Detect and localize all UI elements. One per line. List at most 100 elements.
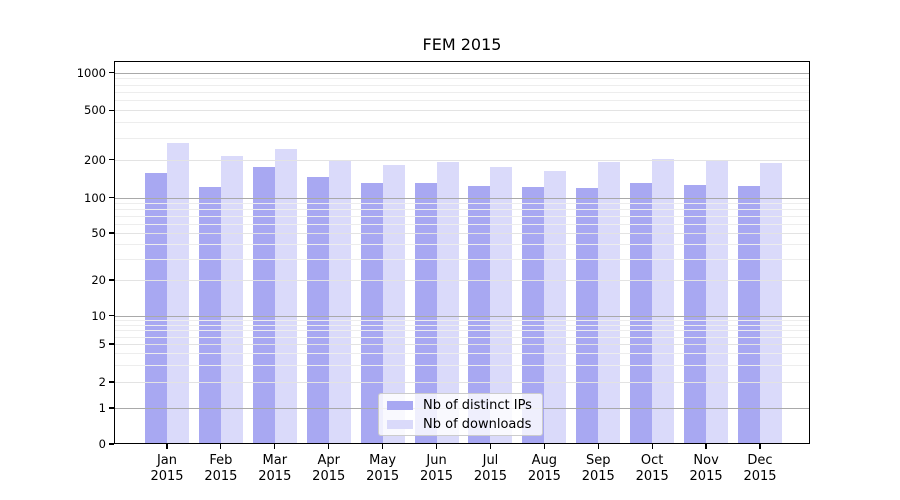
minor-gridline <box>114 137 810 139</box>
x-tick-label-jun: Jun 2015 <box>419 453 454 484</box>
bar-may-nb-of-downloads <box>382 164 405 444</box>
bar-may-nb-of-distinct-ips <box>360 182 383 444</box>
minor-gridline <box>114 382 810 383</box>
x-tick-label-nov: Nov 2015 <box>689 453 723 484</box>
minor-gridline <box>114 215 810 217</box>
major-gridline <box>114 72 810 74</box>
minor-gridline <box>114 208 810 210</box>
y-tick-mark-50 <box>109 232 114 234</box>
y-tick-label-0: 0 <box>98 437 106 451</box>
x-tick-mark-oct <box>651 444 653 449</box>
minor-gridline <box>114 91 810 93</box>
minor-gridline <box>114 202 810 204</box>
bar-oct-nb-of-downloads <box>652 159 675 444</box>
x-tick-label-aug: Aug 2015 <box>527 453 561 484</box>
minor-gridline <box>114 353 810 355</box>
chart-title: FEM 2015 <box>422 35 502 54</box>
y-tick-mark-2 <box>109 381 114 383</box>
legend-label-distinct-ips: Nb of distinct IPs <box>423 397 532 413</box>
y-tick-mark-1000 <box>109 71 114 74</box>
minor-gridline <box>114 365 810 367</box>
x-tick-mark-jun <box>435 444 438 449</box>
x-tick-label-sep: Sep 2015 <box>581 453 615 484</box>
x-tick-mark-feb <box>220 444 222 449</box>
y-tick-mark-200 <box>109 159 114 161</box>
y-tick-mark-0 <box>109 443 114 445</box>
y-tick-mark-1 <box>109 407 114 409</box>
bar-jul-nb-of-distinct-ips <box>468 185 491 444</box>
bar-sep-nb-of-downloads <box>598 161 621 444</box>
bar-dec-nb-of-distinct-ips <box>738 185 760 444</box>
minor-gridline <box>114 233 810 235</box>
x-tick-mark-mar <box>274 444 276 449</box>
y-tick-label-20: 20 <box>91 272 106 287</box>
y-tick-label-1: 1 <box>98 401 106 415</box>
legend-item-distinct-ips: Nb of distinct IPs <box>387 398 534 413</box>
bar-apr-nb-of-distinct-ips <box>306 176 329 444</box>
bar-jun-nb-of-downloads <box>436 161 459 444</box>
bar-dec-nb-of-downloads <box>760 162 782 444</box>
bar-mar-nb-of-downloads <box>274 148 297 444</box>
bar-nov-nb-of-distinct-ips <box>684 184 707 444</box>
x-tick-mark-may <box>382 444 384 449</box>
major-gridline <box>114 315 810 317</box>
x-tick-mark-sep <box>597 444 599 449</box>
bar-jun-nb-of-distinct-ips <box>414 182 437 444</box>
y-tick-label-10: 10 <box>91 308 106 323</box>
y-tick-mark-20 <box>109 279 114 281</box>
legend: Nb of distinct IPs Nb of downloads <box>378 393 543 436</box>
x-tick-label-oct: Oct 2015 <box>635 453 669 484</box>
bar-jan-nb-of-distinct-ips <box>145 173 167 444</box>
legend-label-downloads: Nb of downloads <box>423 416 532 432</box>
minor-gridline <box>114 78 810 80</box>
x-tick-label-feb: Feb 2015 <box>204 453 238 484</box>
x-tick-mark-jul <box>489 444 492 449</box>
minor-gridline <box>114 324 810 326</box>
bar-aug-nb-of-downloads <box>544 170 567 444</box>
x-tick-label-mar: Mar 2015 <box>258 453 292 484</box>
y-tick-mark-5 <box>109 343 114 345</box>
x-tick-mark-aug <box>543 444 545 449</box>
legend-swatch-distinct-ips <box>387 400 413 410</box>
bar-oct-nb-of-distinct-ips <box>630 182 653 444</box>
y-tick-mark-10 <box>109 314 114 317</box>
minor-gridline <box>114 110 810 112</box>
legend-swatch-downloads <box>387 419 413 429</box>
bar-feb-nb-of-downloads <box>220 155 243 444</box>
y-tick-mark-100 <box>109 196 114 199</box>
bar-jan-nb-of-downloads <box>167 142 189 444</box>
legend-item-downloads: Nb of downloads <box>387 417 534 432</box>
x-tick-label-apr: Apr 2015 <box>312 453 346 484</box>
y-tick-label-100: 100 <box>84 190 106 205</box>
minor-gridline <box>114 319 810 321</box>
y-tick-label-50: 50 <box>91 226 106 241</box>
minor-gridline <box>114 344 810 345</box>
bar-jul-nb-of-downloads <box>490 167 513 444</box>
minor-gridline <box>114 159 810 161</box>
x-tick-label-jan: Jan 2015 <box>150 453 184 484</box>
x-tick-label-jul: Jul 2015 <box>473 453 507 484</box>
minor-gridline <box>114 223 810 225</box>
minor-gridline <box>114 100 810 102</box>
bar-mar-nb-of-distinct-ips <box>252 166 275 444</box>
bar-apr-nb-of-downloads <box>328 159 351 444</box>
minor-gridline <box>114 122 810 124</box>
minor-gridline <box>114 259 810 261</box>
y-tick-label-200: 200 <box>84 152 106 167</box>
minor-gridline <box>114 84 810 86</box>
x-tick-mark-jan <box>166 444 168 449</box>
minor-gridline <box>114 244 810 246</box>
x-tick-mark-apr <box>328 444 330 449</box>
x-tick-mark-dec <box>759 444 761 449</box>
y-tick-label-2: 2 <box>98 375 106 389</box>
x-tick-mark-nov <box>705 444 707 449</box>
minor-gridline <box>114 336 810 338</box>
x-tick-label-dec: Dec 2015 <box>743 453 777 484</box>
bar-nov-nb-of-downloads <box>706 160 729 444</box>
y-tick-label-5: 5 <box>98 337 106 351</box>
x-tick-label-may: May 2015 <box>366 453 400 484</box>
minor-gridline <box>114 279 810 281</box>
minor-gridline <box>114 330 810 332</box>
y-tick-mark-500 <box>109 109 114 111</box>
